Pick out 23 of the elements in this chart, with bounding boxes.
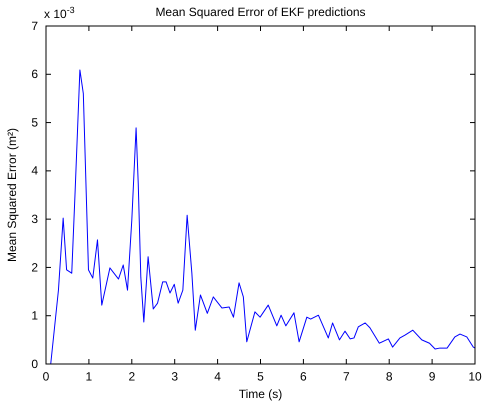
x-tick-label: 8 (386, 370, 393, 384)
y-tick-label: 4 (31, 164, 38, 178)
y-tick-label: 1 (31, 308, 38, 323)
y-axis-title: Mean Squared Error (m²) (5, 128, 19, 262)
chart-title: Mean Squared Error of EKF predictions (155, 5, 366, 19)
x-tick-label: 4 (214, 370, 222, 384)
x-tick-label: 10 (468, 370, 482, 384)
x-tick-label: 1 (86, 370, 93, 384)
text: x 10$^{-3}$ (44, 5, 75, 21)
x-tick-label: 5 (257, 370, 264, 384)
y-tick-label: 3 (31, 212, 38, 226)
x-tick-label: 2 (128, 370, 136, 384)
y-tick-label: 0 (31, 356, 38, 371)
x-tick-label: 0 (42, 370, 50, 384)
y-tick-label: 7 (31, 18, 38, 33)
x-tick-label: 3 (171, 370, 178, 384)
y-tick-label: 2 (31, 260, 38, 274)
y-tick-label: 6 (31, 67, 38, 82)
x-tick-label: 7 (342, 370, 350, 384)
y-tick-label: 5 (31, 115, 38, 130)
x-axis-title: Time (s) (238, 387, 282, 401)
x-tick-label: 6 (300, 370, 308, 384)
x-tick-label: 9 (428, 370, 436, 384)
